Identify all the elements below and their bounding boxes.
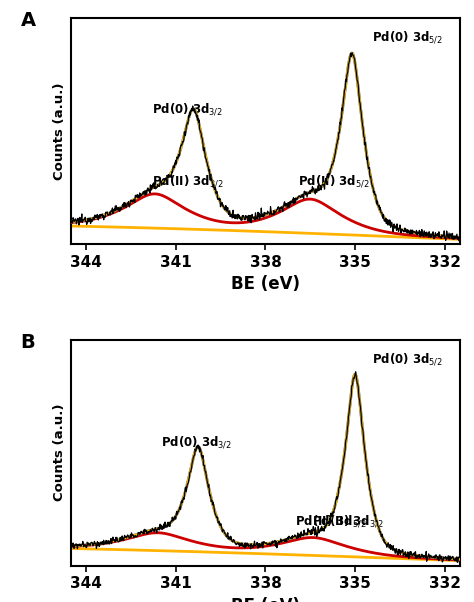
X-axis label: BE (eV): BE (eV) [231,597,300,602]
Y-axis label: Counts (a.u.): Counts (a.u.) [53,404,65,501]
Text: Pd(0) 3d$_{5/2}$: Pd(0) 3d$_{5/2}$ [372,29,443,45]
Text: Pd(II) 3d$_{3/2}$: Pd(II) 3d$_{3/2}$ [152,174,223,190]
Text: Pd(II) 3d$_{5/2}$: Pd(II) 3d$_{5/2}$ [295,514,367,529]
Text: Pd(0) 3d$_{5/2}$: Pd(0) 3d$_{5/2}$ [372,351,443,367]
Y-axis label: Counts (a.u.): Counts (a.u.) [53,82,65,180]
Text: Pd(II) 3d$_{5/2}$: Pd(II) 3d$_{5/2}$ [298,174,370,190]
Text: Pd(0) 3d$_{3/2}$: Pd(0) 3d$_{3/2}$ [161,434,232,450]
Text: Pd(II) 3d$_{3/2}$: Pd(II) 3d$_{3/2}$ [312,514,383,529]
Text: A: A [20,11,36,30]
Text: B: B [20,333,36,352]
X-axis label: BE (eV): BE (eV) [231,275,300,293]
Text: Pd(0) 3d$_{3/2}$: Pd(0) 3d$_{3/2}$ [152,102,223,117]
